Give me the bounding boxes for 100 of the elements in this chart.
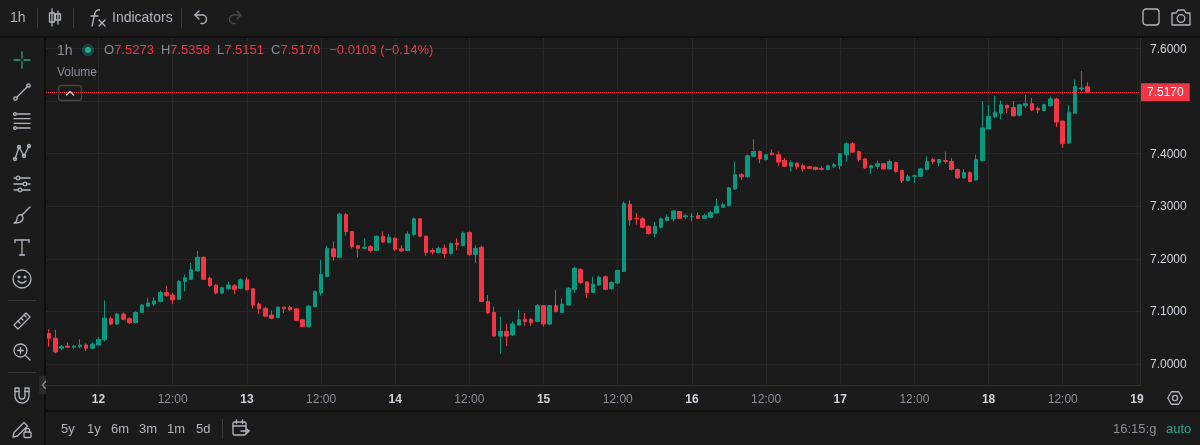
candlestick	[869, 164, 873, 175]
y-tick-label: 7.2000	[1150, 251, 1188, 266]
x-tick-label: 13	[240, 392, 254, 406]
candlestick	[733, 161, 737, 191]
candlestick	[313, 289, 317, 308]
candlestick	[795, 162, 799, 170]
candlestick	[78, 338, 82, 349]
x-tick-label: 18	[981, 392, 996, 406]
candlestick	[220, 286, 224, 295]
text: 5y	[61, 421, 75, 437]
x-tick-label: 12	[91, 392, 106, 406]
candlestick	[158, 289, 163, 303]
candlestick	[47, 328, 51, 348]
candlestick	[887, 158, 892, 170]
candlestick	[510, 320, 515, 337]
candlestick	[622, 201, 626, 273]
candlestick	[1079, 70, 1084, 92]
candlestick	[214, 283, 218, 296]
candlestick	[337, 212, 342, 259]
x-tick-label: 14	[388, 392, 403, 406]
x-tick-label: 15	[536, 392, 551, 406]
candlestick	[84, 342, 88, 352]
candlestick	[690, 212, 694, 222]
candlestick	[850, 141, 855, 154]
text: 6m	[111, 421, 130, 437]
candlestick	[424, 235, 428, 257]
candlestick	[585, 280, 589, 299]
annotation: −0.0103 (−0.14%)	[329, 42, 434, 58]
y-tick-label: 7.6000	[1150, 41, 1188, 56]
candlestick	[838, 152, 842, 170]
candlestick	[727, 186, 731, 207]
candlestick	[789, 160, 793, 173]
y-tick-label: 7.1000	[1150, 304, 1188, 319]
candlestick	[146, 297, 150, 308]
candlestick	[245, 276, 249, 291]
text: 1m	[167, 421, 186, 437]
candlestick	[1048, 95, 1053, 107]
candlestick	[665, 213, 669, 222]
candlestick	[195, 250, 200, 272]
candlestick	[739, 172, 744, 181]
x-tick-label: 19	[1130, 392, 1144, 406]
candlestick	[306, 304, 311, 328]
candlestick	[498, 316, 503, 355]
candlestick	[436, 246, 441, 255]
candlestick	[226, 280, 231, 291]
x-tick-label: 12:00	[602, 392, 634, 406]
annotation: L7.5151	[217, 42, 265, 57]
candlestick	[442, 244, 447, 259]
candlestick	[560, 297, 564, 314]
candlestick	[467, 230, 472, 257]
candlestick	[381, 230, 385, 244]
candlestick	[659, 216, 663, 229]
x-tick-label: 12:00	[454, 392, 485, 406]
candlestick	[554, 289, 558, 313]
candlestick	[937, 158, 941, 167]
text: auto	[1166, 421, 1192, 437]
candlestick	[1011, 100, 1016, 117]
candlestick	[374, 235, 379, 252]
candlestick	[770, 148, 774, 156]
text: 3m	[139, 421, 158, 437]
x-tick-label: 12:00	[157, 392, 189, 406]
candlestick	[276, 306, 280, 319]
x-tick-label: 16	[685, 392, 699, 406]
candlestick	[356, 244, 360, 258]
candlestick	[863, 157, 867, 170]
candlestick	[393, 236, 397, 252]
candlestick	[504, 323, 509, 347]
candlestick	[59, 344, 64, 351]
candlestick	[832, 162, 836, 169]
candlestick	[399, 244, 404, 253]
candlestick	[517, 309, 521, 327]
candlestick	[931, 157, 935, 165]
candlestick	[1042, 103, 1046, 112]
candlestick	[177, 279, 181, 301]
candlestick	[968, 171, 972, 184]
candlestick	[541, 304, 546, 328]
candlestick	[449, 242, 453, 256]
candlestick	[251, 287, 255, 309]
candlestick	[368, 244, 373, 254]
candlestick	[900, 168, 904, 184]
candlestick	[65, 341, 70, 349]
candlestick	[1036, 105, 1040, 114]
candlestick	[894, 161, 898, 174]
candlestick	[201, 256, 206, 281]
candlestick	[72, 344, 76, 350]
candlestick	[1030, 97, 1034, 112]
candlestick	[603, 275, 608, 291]
candlestick	[696, 212, 700, 220]
candlestick	[801, 163, 805, 173]
candlestick	[282, 306, 286, 314]
candlestick	[115, 312, 119, 326]
candlestick	[628, 199, 632, 227]
text: 1h	[10, 9, 26, 25]
x-tick-label: 12:00	[306, 392, 337, 406]
candlestick	[962, 168, 966, 180]
candlestick	[486, 294, 490, 315]
candlestick	[238, 277, 243, 290]
candlestick	[387, 233, 391, 245]
candlestick	[208, 276, 212, 288]
candlestick	[764, 153, 768, 161]
